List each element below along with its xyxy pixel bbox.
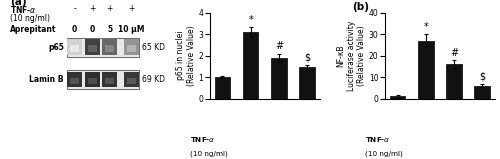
Text: p65: p65 xyxy=(48,43,64,52)
Bar xyxy=(126,45,136,52)
Bar xyxy=(102,72,117,87)
Text: 69 KD: 69 KD xyxy=(142,75,165,84)
Y-axis label: p65 in nuclei
(Relative Value): p65 in nuclei (Relative Value) xyxy=(176,25,196,86)
Bar xyxy=(124,39,138,55)
Text: +: + xyxy=(106,4,113,13)
Text: #: # xyxy=(275,41,283,51)
Bar xyxy=(126,78,136,84)
Bar xyxy=(102,39,117,55)
Bar xyxy=(84,39,100,55)
Bar xyxy=(446,64,462,99)
Text: 10 μM: 10 μM xyxy=(118,25,144,34)
Bar xyxy=(124,72,138,87)
Bar xyxy=(271,58,286,99)
Text: 65 KD: 65 KD xyxy=(142,43,165,52)
Text: TNF-$\alpha$: TNF-$\alpha$ xyxy=(10,4,37,15)
Bar xyxy=(66,38,139,56)
Text: 0: 0 xyxy=(72,25,77,34)
Bar xyxy=(243,32,258,99)
Bar xyxy=(88,45,96,52)
Text: +: + xyxy=(89,4,96,13)
Bar xyxy=(70,78,79,84)
Text: (b): (b) xyxy=(352,2,369,12)
Text: (a): (a) xyxy=(10,0,26,7)
Text: Aprepitant: Aprepitant xyxy=(10,25,56,34)
Bar xyxy=(214,77,230,99)
Bar xyxy=(390,96,406,99)
Bar xyxy=(474,86,490,99)
Y-axis label: NF-κB
Luciferase activity
(Relative Value): NF-κB Luciferase activity (Relative Valu… xyxy=(336,21,366,91)
Bar xyxy=(105,78,114,84)
Text: (10 ng/ml): (10 ng/ml) xyxy=(365,150,403,157)
Text: *: * xyxy=(248,15,253,25)
Bar xyxy=(66,70,139,89)
Text: 5: 5 xyxy=(107,25,112,34)
Text: $: $ xyxy=(479,71,486,81)
Bar xyxy=(67,72,82,87)
Bar xyxy=(67,39,82,55)
Bar xyxy=(105,45,114,52)
Text: TNF-$\alpha$: TNF-$\alpha$ xyxy=(365,135,390,144)
Text: -: - xyxy=(73,4,76,13)
Bar xyxy=(84,72,100,87)
Bar xyxy=(88,78,96,84)
Text: $: $ xyxy=(304,52,310,62)
Text: Lamin B: Lamin B xyxy=(30,75,64,84)
Text: #: # xyxy=(450,48,458,58)
Text: *: * xyxy=(424,22,428,32)
Bar xyxy=(300,67,315,99)
Text: TNF-$\alpha$: TNF-$\alpha$ xyxy=(190,135,216,144)
Text: (10 ng/ml): (10 ng/ml) xyxy=(190,150,228,157)
Text: (10 ng/ml): (10 ng/ml) xyxy=(10,14,50,23)
Text: 0: 0 xyxy=(90,25,94,34)
Bar xyxy=(70,45,79,52)
Bar xyxy=(418,41,434,99)
Text: +: + xyxy=(128,4,134,13)
